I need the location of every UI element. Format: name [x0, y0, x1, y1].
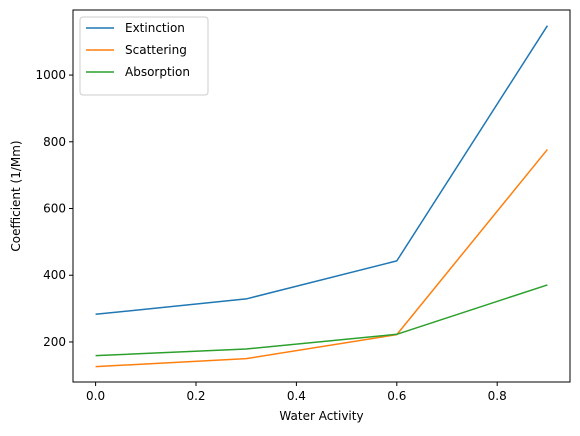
y-tick-label: 1000 — [35, 68, 66, 82]
y-tick-label: 400 — [43, 268, 66, 282]
plot-area-frame — [72, 9, 571, 383]
legend-label-absorption: Absorption — [125, 65, 190, 79]
legend: Extinction Scattering Absorption — [79, 16, 209, 96]
x-tick-label: 0.8 — [488, 389, 507, 403]
legend-label-scattering: Scattering — [125, 43, 187, 57]
series-line-extinction — [95, 25, 549, 316]
series-line-scattering — [95, 148, 548, 368]
x-tick-label: 0.6 — [387, 389, 406, 403]
x-axis: 0.0 0.2 0.4 0.6 0.8 — [86, 382, 507, 403]
x-tick-label: 0.4 — [287, 389, 306, 403]
y-tick-label: 200 — [43, 335, 66, 349]
plot-marks — [95, 25, 549, 368]
y-tick-label: 600 — [43, 202, 66, 216]
x-tick-label: 0.2 — [186, 389, 205, 403]
x-axis-label: Water Activity — [279, 409, 363, 423]
y-axis-label: Coefficient (1/Mm) — [9, 140, 23, 251]
y-tick-label: 800 — [43, 135, 66, 149]
legend-label-extinction: Extinction — [125, 21, 185, 35]
y-axis: 200 400 600 800 1000 — [35, 68, 73, 349]
legend-box — [79, 16, 209, 96]
x-tick-label: 0.0 — [86, 389, 105, 403]
series-line-absorption — [95, 284, 548, 357]
